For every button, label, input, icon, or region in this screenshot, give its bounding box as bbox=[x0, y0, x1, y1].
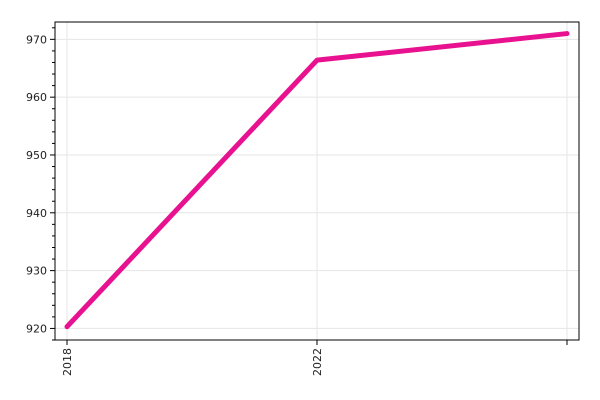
y-tick-label: 970 bbox=[26, 33, 47, 46]
x-tick-label: 2018 bbox=[61, 348, 74, 376]
y-tick-label: 930 bbox=[26, 265, 47, 278]
series-layer bbox=[64, 31, 570, 330]
x-axis: 2018 2022 bbox=[61, 340, 568, 376]
y-tick-label: 950 bbox=[26, 149, 47, 162]
series-line bbox=[64, 31, 570, 330]
y-tick-label: 940 bbox=[26, 207, 47, 220]
y-axis: 920 930 940 950 960 970 bbox=[26, 27, 55, 341]
x-tick-label: 2022 bbox=[311, 348, 324, 376]
y-tick-label: 960 bbox=[26, 91, 47, 104]
grid bbox=[55, 22, 579, 340]
y-tick-label: 920 bbox=[26, 322, 47, 335]
